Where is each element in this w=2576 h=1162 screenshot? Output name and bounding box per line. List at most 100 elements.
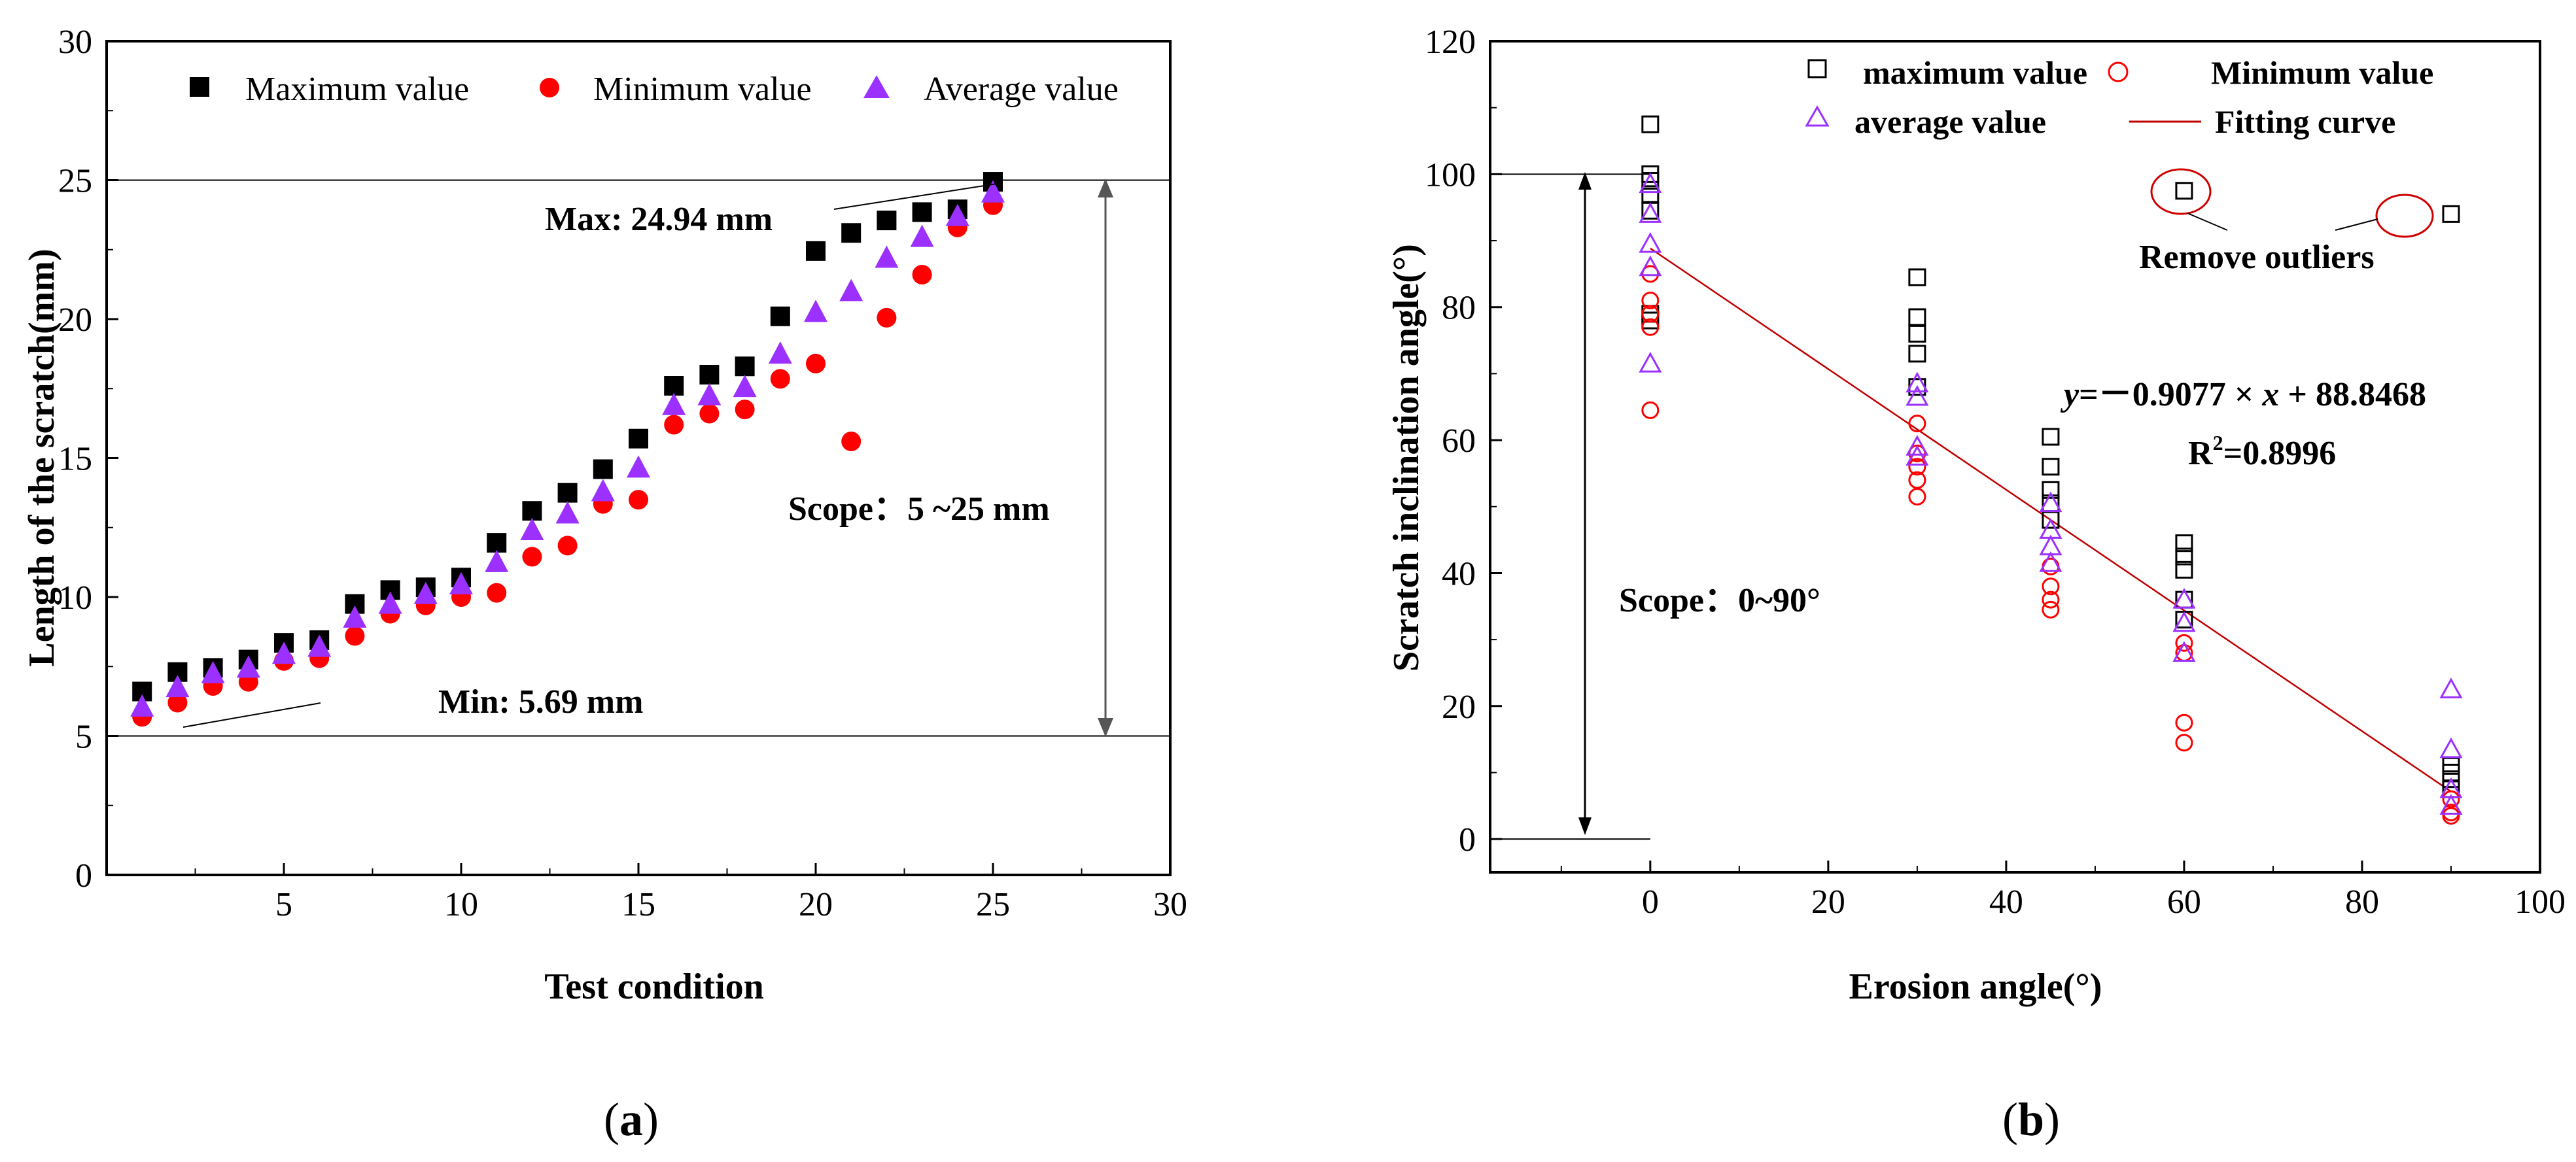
- point-average: [2439, 794, 2463, 815]
- scope-b-arrow-up-head: [1578, 172, 1592, 190]
- point-minimum: [2175, 713, 2193, 732]
- point-average: [1639, 232, 1662, 253]
- point-maximum: [522, 501, 542, 521]
- outlier-circle-2: [2375, 194, 2434, 238]
- point-average: [485, 549, 509, 572]
- point-average: [2172, 611, 2196, 632]
- y-tick-label: 120: [1425, 24, 1476, 61]
- panel-a-data-points: [130, 172, 1005, 727]
- outlier-pointer-1: [2187, 213, 2228, 231]
- point-average: [1639, 352, 1662, 373]
- point-minimum: [2042, 590, 2060, 609]
- scope-arrow-down-head: [1098, 718, 1113, 737]
- point-maximum: [664, 376, 684, 396]
- point-average: [1639, 202, 1662, 223]
- legend-minimum-circle-icon: [540, 78, 559, 97]
- y-tick-label: 25: [58, 163, 92, 200]
- point-maximum: [1908, 345, 1926, 363]
- point-average: [839, 279, 863, 301]
- y-tick-label: 60: [1442, 422, 1476, 460]
- point-average: [2439, 677, 2463, 698]
- point-minimum: [877, 307, 897, 328]
- x-tick-label: 0: [1642, 883, 1659, 921]
- point-minimum: [2442, 807, 2460, 825]
- legend-average-label: Average value: [924, 71, 1119, 108]
- point-minimum: [487, 583, 507, 603]
- x-tick-label: 15: [621, 886, 655, 923]
- panel-b-reference-lines: [1490, 173, 1650, 840]
- point-average: [236, 655, 260, 678]
- outliers-label: Remove outliers: [2139, 239, 2375, 276]
- point-minimum: [1908, 488, 1926, 506]
- x-tick-label: 40: [1989, 883, 2023, 921]
- panel-a-caption: (a): [604, 1093, 659, 1146]
- point-maximum: [2042, 458, 2060, 476]
- point-minimum: [1641, 318, 1660, 336]
- scope-arrow-up-head: [1098, 179, 1113, 197]
- legend-fit-label: Fitting curve: [2215, 103, 2395, 140]
- outlier-circle-1: [2150, 168, 2212, 215]
- legend-maximum-label: Maximum value: [245, 71, 469, 108]
- panel-b-plot-frame: [1489, 40, 2541, 874]
- point-maximum: [557, 483, 578, 503]
- point-average: [272, 641, 296, 664]
- point-average: [307, 634, 332, 657]
- y-tick-label: 5: [75, 719, 92, 756]
- point-average: [945, 203, 969, 226]
- legend-min-label: Minimum value: [2211, 54, 2433, 91]
- x-tick-label: 30: [1153, 886, 1187, 923]
- point-maximum: [877, 211, 897, 231]
- point-average: [378, 591, 402, 614]
- point-minimum: [2042, 600, 2060, 619]
- point-maximum: [629, 428, 648, 449]
- point-maximum: [2042, 481, 2060, 499]
- y-tick-label: 20: [1442, 689, 1476, 726]
- y-tick-label: 10: [58, 579, 92, 617]
- legend-max-open-square-icon: [1807, 59, 1827, 78]
- x-tick-label: 5: [275, 886, 292, 923]
- point-average: [591, 479, 615, 502]
- point-minimum: [1908, 458, 1926, 476]
- fit-equation: y=－0.9077 × x + 88.8468: [2060, 376, 2426, 413]
- legend-min-open-circle-icon: [2108, 61, 2129, 82]
- panel-a-y-axis-title: Length of the scratch(mm): [22, 248, 62, 666]
- point-average: [2172, 588, 2196, 609]
- panel-b-chart: 0 20 40 60 80 100 0 20 40 60 80 100 120 Erosion angl…: [1386, 24, 2566, 1146]
- point-average: [2172, 641, 2196, 662]
- point-average: [662, 392, 686, 415]
- y-tick-label: 0: [75, 857, 92, 895]
- x-tick-label: 60: [2167, 883, 2201, 921]
- point-average: [130, 694, 154, 717]
- panel-b-caption: (b): [2002, 1093, 2060, 1146]
- point-minimum: [1908, 415, 1926, 433]
- min-annotation: Min: 5.69 mm: [438, 683, 643, 721]
- point-maximum: [2442, 770, 2460, 789]
- point-minimum: [2042, 577, 2060, 596]
- panel-a-chart: 5 10 15 20 25 30 0 5 10 15 20 25 30 Test condition L…: [22, 24, 1187, 1146]
- point-average: [1906, 371, 1929, 393]
- point-maximum: [1908, 308, 1926, 326]
- point-maximum: [841, 223, 862, 243]
- point-average: [910, 224, 934, 247]
- point-maximum: [735, 356, 755, 377]
- x-tick-label: 100: [2515, 883, 2566, 921]
- point-maximum: [1641, 115, 1660, 133]
- max-annotation: Max: 24.94 mm: [545, 201, 773, 238]
- scope-annotation: Scope：5 ~25 mm: [788, 490, 1050, 528]
- point-average: [1906, 445, 1929, 466]
- legend-minimum-label: Minimum value: [593, 71, 812, 108]
- panel-a-tick-labels: 5 10 15 20 25 30 0 5 10 15 20 25 30: [58, 24, 1187, 923]
- panel-b-legend: maximum value Minimum value average valu…: [1805, 54, 2433, 140]
- point-average: [1639, 255, 1662, 277]
- y-tick-label: 20: [58, 301, 92, 339]
- legend-max-label: maximum value: [1863, 54, 2087, 91]
- point-maximum: [1908, 324, 1926, 343]
- panel-b-y-axis-title: Scratch inclination angle(°): [1386, 244, 1427, 672]
- legend-avg-label: average value: [1854, 103, 2046, 140]
- point-average: [2039, 551, 2063, 572]
- point-maximum: [593, 459, 613, 479]
- panel-a-legend: Maximum value Minimum value Average valu…: [190, 71, 1119, 108]
- panel-b-data-points: [1639, 115, 2463, 825]
- point-minimum: [167, 692, 188, 713]
